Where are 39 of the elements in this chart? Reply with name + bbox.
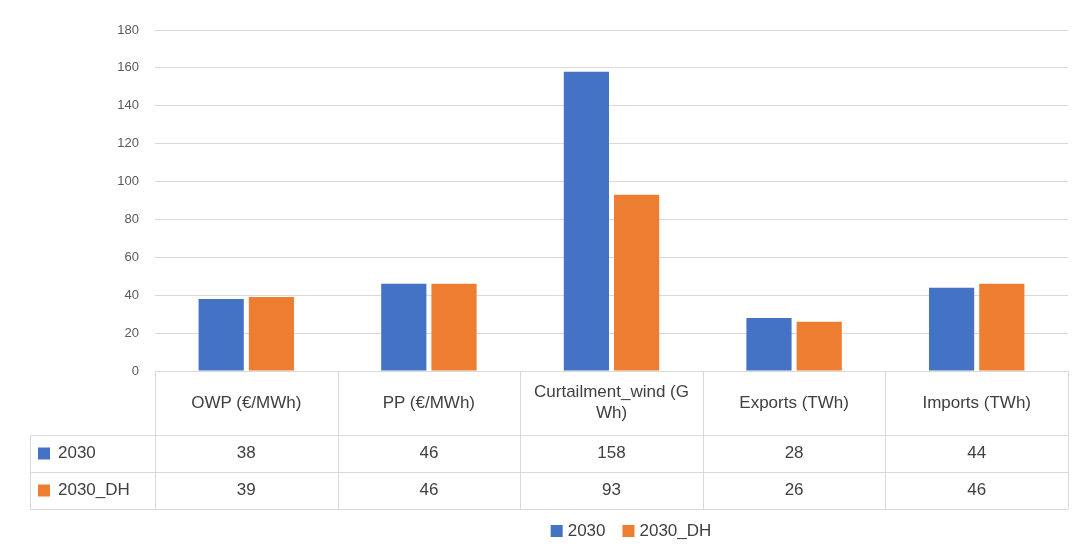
x-tick-label: OWP (€/MWh) xyxy=(191,392,302,412)
bar xyxy=(198,299,244,371)
data-label: 38 xyxy=(236,443,256,463)
y-tick-label: 120 xyxy=(117,135,139,151)
data-label: 46 xyxy=(419,443,439,463)
data-label: 26 xyxy=(784,480,804,500)
x-tick-label: PP (€/MWh) xyxy=(382,392,476,412)
data-label: 44 xyxy=(967,443,987,463)
legend-label: 2030 xyxy=(58,443,96,463)
data-label: 46 xyxy=(419,480,439,500)
text: 2030_DH xyxy=(58,480,130,500)
data-label: 28 xyxy=(784,443,804,463)
y-tick-label: 0 xyxy=(131,362,139,378)
x-tick-label: Exports (TWh) xyxy=(739,392,849,412)
data-label: 93 xyxy=(602,480,621,500)
x-tick-label: Imports (TWh) xyxy=(922,392,1031,412)
data-label: 158 xyxy=(597,443,626,463)
y-tick-label: 140 xyxy=(117,97,139,113)
bar xyxy=(796,321,842,371)
data-label: 46 xyxy=(967,480,987,500)
data-label: 39 xyxy=(236,480,256,500)
y-tick-label: 160 xyxy=(117,59,139,75)
y-tick-label: 20 xyxy=(124,324,139,340)
bar xyxy=(979,283,1025,371)
bar xyxy=(381,283,427,371)
bar xyxy=(614,194,660,371)
bar xyxy=(248,297,294,371)
bar xyxy=(746,317,792,371)
bar xyxy=(431,283,477,371)
y-tick-label: 100 xyxy=(117,173,139,189)
bar xyxy=(929,287,975,371)
text: 2030 xyxy=(567,520,606,540)
y-tick-label: 60 xyxy=(124,248,139,264)
legend-label: 2030_DH xyxy=(639,520,712,540)
y-tick-label: 80 xyxy=(124,211,139,227)
y-tick-label: 40 xyxy=(124,286,139,302)
bar xyxy=(563,71,609,371)
x-tick-label: Curtailment_wind (GWh) xyxy=(534,382,689,423)
y-tick-label: 180 xyxy=(117,21,139,37)
